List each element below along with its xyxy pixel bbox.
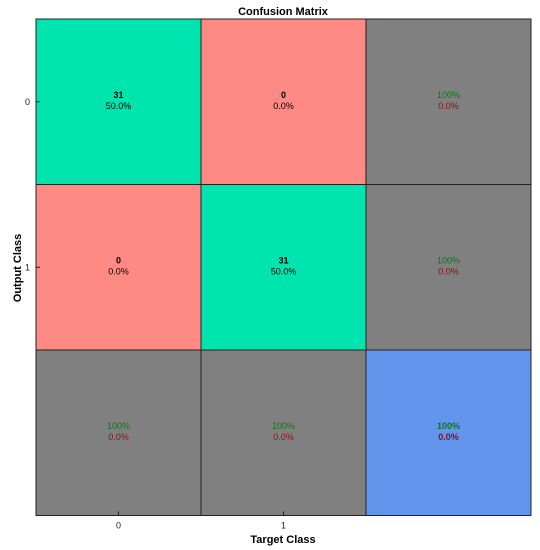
y-tick-label: 0 xyxy=(25,97,30,107)
overall-accuracy-cell-line2: 0.0% xyxy=(438,432,459,442)
matrix-cell-line1: 31 xyxy=(278,255,288,265)
matrix-cell-line1: 0 xyxy=(116,255,121,265)
overall-accuracy-cell xyxy=(365,349,532,516)
column-summary-cell-line2: 0.0% xyxy=(108,432,129,442)
matrix-grid: 3150.0%00.0%00.0%3150.0%100%0.0%100%0.0%… xyxy=(25,18,532,531)
matrix-cell-line2: 50.0% xyxy=(271,266,297,276)
matrix-cell-line1: 31 xyxy=(113,90,123,100)
row-summary-cell-line2: 0.0% xyxy=(438,101,459,111)
matrix-cell xyxy=(200,18,367,185)
matrix-cell xyxy=(35,184,202,351)
y-tick-label: 1 xyxy=(25,262,30,272)
row-summary-cell-line2: 0.0% xyxy=(438,266,459,276)
row-summary-cell xyxy=(365,18,532,185)
row-summary-cell-line1: 100% xyxy=(437,255,460,265)
matrix-cell-line2: 50.0% xyxy=(106,101,132,111)
x-tick-label: 1 xyxy=(281,521,286,531)
column-summary-cell xyxy=(200,349,367,516)
y-axis-label: Output Class xyxy=(12,234,24,302)
column-summary-cell-line1: 100% xyxy=(272,421,295,431)
chart-title: Confusion Matrix xyxy=(238,6,329,18)
matrix-cell xyxy=(200,184,367,351)
matrix-cell-line2: 0.0% xyxy=(273,101,294,111)
x-tick-label: 0 xyxy=(116,521,121,531)
column-summary-cell-line1: 100% xyxy=(107,421,130,431)
row-summary-cell-line1: 100% xyxy=(437,90,460,100)
column-summary-cell xyxy=(35,349,202,516)
overall-accuracy-cell-line1: 100% xyxy=(437,421,460,431)
matrix-cell-line1: 0 xyxy=(281,90,286,100)
matrix-cell-line2: 0.0% xyxy=(108,266,129,276)
row-summary-cell xyxy=(365,184,532,351)
matrix-cell xyxy=(35,18,202,185)
column-summary-cell-line2: 0.0% xyxy=(273,432,294,442)
x-axis-label: Target Class xyxy=(250,534,315,546)
